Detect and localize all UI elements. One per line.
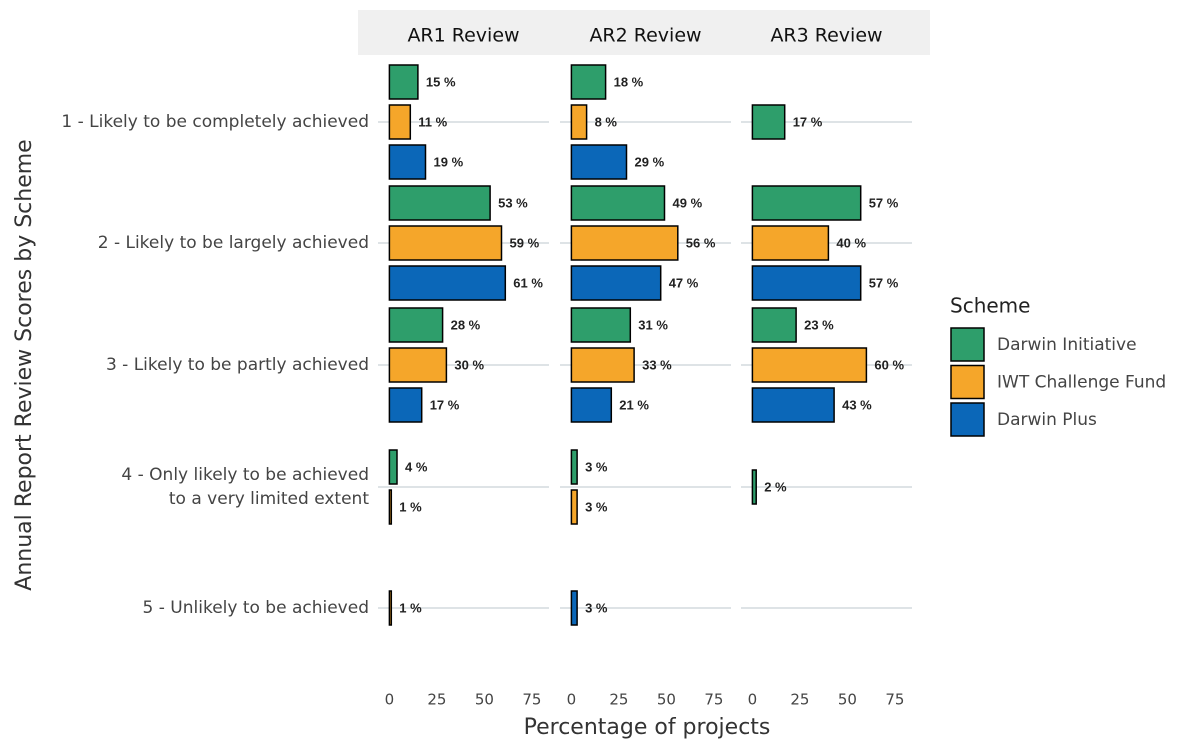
data-label: 59 % <box>510 235 540 250</box>
data-label: 47 % <box>669 275 699 290</box>
bar <box>570 64 607 100</box>
y-tick-label: 3 - Likely to be partly achieved <box>106 355 369 375</box>
y-tick-label: 4 - Only likely to be achieved <box>121 465 369 485</box>
data-label: 60 % <box>874 357 904 372</box>
bar <box>570 307 632 343</box>
bar <box>388 104 412 140</box>
data-label: 49 % <box>673 195 703 210</box>
facet-title: AR2 Review <box>589 25 701 47</box>
x-tick-label: 50 <box>657 691 676 709</box>
bar <box>751 104 786 140</box>
y-tick-label: 5 - Unlikely to be achieved <box>143 598 369 618</box>
data-label: 23 % <box>804 317 834 332</box>
strip-background <box>358 10 930 55</box>
bar <box>751 307 797 343</box>
bar <box>388 64 419 100</box>
bar <box>751 387 835 423</box>
bar <box>751 469 757 505</box>
bar <box>570 104 588 140</box>
x-tick-label: 25 <box>427 691 446 709</box>
data-label: 2 % <box>764 479 787 494</box>
data-label: 17 % <box>793 114 823 129</box>
data-label: 56 % <box>686 235 716 250</box>
data-label: 33 % <box>642 357 672 372</box>
bar <box>388 449 398 485</box>
bar <box>751 225 830 261</box>
data-label: 61 % <box>513 275 543 290</box>
data-label: 57 % <box>869 275 899 290</box>
legend-label: Darwin Initiative <box>997 335 1137 355</box>
x-tick-label: 50 <box>838 691 857 709</box>
legend-label: IWT Challenge Fund <box>997 373 1166 393</box>
data-label: 31 % <box>638 317 668 332</box>
data-label: 28 % <box>451 317 481 332</box>
data-label: 21 % <box>619 397 649 412</box>
bar <box>751 185 862 221</box>
bar <box>388 590 393 626</box>
data-label: 19 % <box>434 154 464 169</box>
x-tick-label: 0 <box>385 691 395 709</box>
data-label: 1 % <box>399 600 422 615</box>
bar <box>570 225 679 261</box>
x-tick-label: 0 <box>567 691 577 709</box>
x-tick-label: 50 <box>475 691 494 709</box>
bar <box>388 307 444 343</box>
data-label: 4 % <box>405 459 428 474</box>
data-label: 8 % <box>595 114 618 129</box>
bar <box>570 387 613 423</box>
y-tick-label: 1 - Likely to be completely achieved <box>61 112 369 132</box>
data-label: 40 % <box>836 235 866 250</box>
x-tick-label: 25 <box>790 691 809 709</box>
data-label: 15 % <box>426 74 456 89</box>
bar <box>570 185 666 221</box>
y-tick-label: to a very limited extent <box>169 489 369 509</box>
data-label: 43 % <box>842 397 872 412</box>
legend-label: Darwin Plus <box>997 410 1097 430</box>
data-label: 3 % <box>585 600 608 615</box>
x-tick-label: 75 <box>885 691 904 709</box>
bar <box>388 347 448 383</box>
legend-swatch <box>950 402 985 437</box>
bar <box>570 144 628 180</box>
bar <box>388 185 491 221</box>
bar <box>570 265 662 301</box>
bar <box>388 225 503 261</box>
data-label: 17 % <box>430 397 460 412</box>
bar <box>751 265 862 301</box>
bar <box>570 489 578 525</box>
legend-swatch <box>950 364 985 400</box>
data-label: 30 % <box>454 357 484 372</box>
x-tick-label: 0 <box>748 691 758 709</box>
data-label: 18 % <box>614 74 644 89</box>
data-label: 29 % <box>635 154 665 169</box>
data-label: 3 % <box>585 499 608 514</box>
x-tick-label: 75 <box>704 691 723 709</box>
facet-title: AR1 Review <box>407 25 519 47</box>
y-tick-label: 2 - Likely to be largely achieved <box>98 233 369 253</box>
bar <box>570 347 635 383</box>
legend-title: Scheme <box>950 294 1030 318</box>
bar <box>388 489 393 525</box>
bar <box>751 347 868 383</box>
data-label: 57 % <box>869 195 899 210</box>
data-label: 1 % <box>399 499 422 514</box>
data-label: 11 % <box>418 114 447 129</box>
x-tick-label: 25 <box>609 691 628 709</box>
data-label: 3 % <box>585 459 608 474</box>
y-axis-title: Annual Report Review Scores by Scheme <box>12 139 37 590</box>
bar <box>570 590 578 626</box>
bar <box>388 387 423 423</box>
x-tick-label: 75 <box>522 691 541 709</box>
bar <box>388 144 427 180</box>
x-axis-title: Percentage of projects <box>524 715 771 740</box>
bar <box>570 449 578 485</box>
legend-swatch <box>950 327 985 362</box>
bar <box>388 265 507 301</box>
facet-title: AR3 Review <box>770 25 882 47</box>
data-label: 53 % <box>498 195 528 210</box>
